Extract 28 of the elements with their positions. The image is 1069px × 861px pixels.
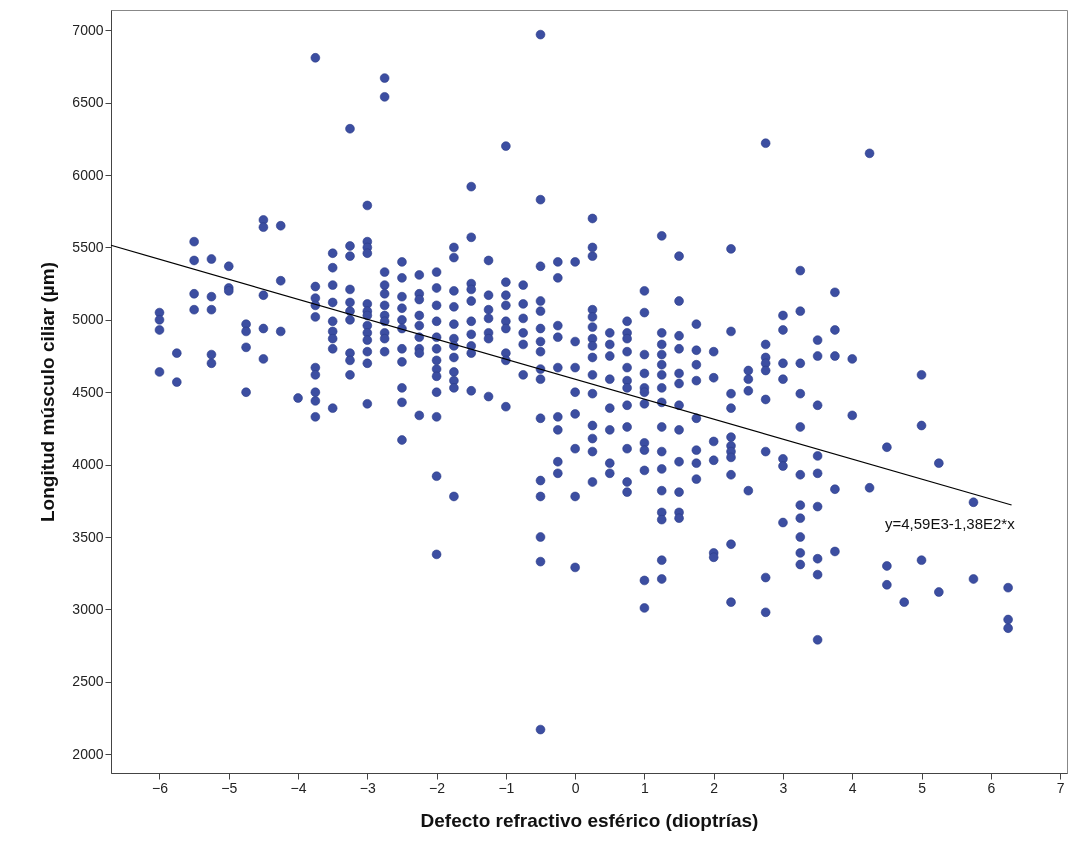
x-tick-label: −1 <box>498 779 515 796</box>
y-tick-label: 2500 <box>72 673 104 690</box>
y-tick-label: 4000 <box>72 456 104 473</box>
y-tick-label: 7000 <box>72 21 104 38</box>
y-tick-label: 5500 <box>72 238 104 255</box>
x-tick-label: 5 <box>918 779 927 796</box>
y-tick-label: 4500 <box>72 383 104 400</box>
x-tick-label: 1 <box>641 779 650 796</box>
x-tick-label: 2 <box>710 779 719 796</box>
y-tick-label: 6000 <box>72 166 104 183</box>
x-tick-label: 3 <box>779 779 788 796</box>
annotation: y=4,59E3-1,38E2*x <box>885 515 1016 532</box>
x-tick-label: 4 <box>848 779 857 796</box>
x-tick-label: −2 <box>429 779 446 796</box>
x-tick-label: −4 <box>290 779 307 796</box>
x-tick-label: 6 <box>987 779 996 796</box>
x-tick-label: −3 <box>359 779 377 796</box>
y-tick-label: 5000 <box>72 311 104 328</box>
x-tick-label: −5 <box>221 779 238 796</box>
y-tick-label: 2000 <box>72 745 104 762</box>
x-tick-label: 0 <box>571 779 580 796</box>
y-axis-title: Longitud músculo ciliar (µm) <box>37 261 59 523</box>
y-tick-label: 6500 <box>72 94 104 111</box>
x-tick-label: 7 <box>1056 779 1065 796</box>
x-axis-title: Defecto refractivo esférico (dioptrías) <box>420 809 759 831</box>
x-tick-label: −6 <box>152 779 169 796</box>
y-tick-label: 3000 <box>72 600 104 617</box>
y-tick-label: 3500 <box>72 528 104 545</box>
